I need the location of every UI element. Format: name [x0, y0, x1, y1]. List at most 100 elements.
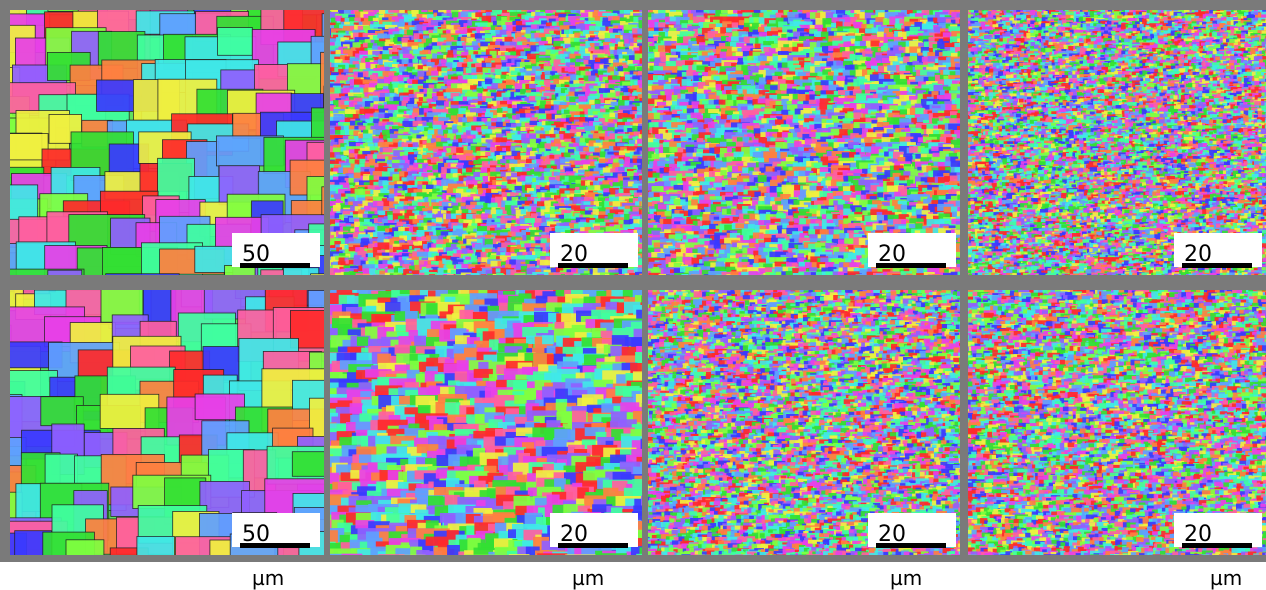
grain	[428, 274, 436, 275]
grain	[707, 31, 718, 38]
grain	[640, 53, 642, 59]
grain	[445, 62, 459, 68]
grain	[610, 33, 620, 38]
grain	[475, 244, 482, 250]
grain	[593, 201, 602, 207]
grain	[561, 196, 567, 203]
grain	[330, 62, 332, 68]
grain	[550, 213, 561, 220]
grain	[909, 41, 922, 48]
grain	[340, 239, 348, 247]
grain	[530, 91, 540, 97]
grain	[364, 39, 376, 45]
grain	[509, 96, 520, 102]
grain	[355, 110, 363, 117]
grain	[516, 49, 524, 57]
grain	[506, 237, 514, 244]
grain	[622, 81, 633, 89]
grain	[607, 213, 615, 220]
grain	[484, 33, 496, 40]
grain	[505, 200, 513, 209]
grain	[641, 209, 642, 218]
grain	[865, 28, 877, 34]
grain	[436, 186, 446, 193]
grain	[637, 28, 642, 37]
grain	[372, 274, 387, 275]
grain	[475, 252, 483, 259]
grain	[636, 189, 642, 195]
grain	[426, 62, 435, 69]
grain	[487, 45, 501, 50]
grain	[592, 133, 606, 139]
grain	[484, 112, 494, 119]
grain	[622, 117, 632, 126]
grain	[465, 204, 476, 212]
grain	[507, 179, 517, 184]
grain	[554, 154, 562, 161]
grain	[427, 129, 435, 135]
grain	[482, 91, 489, 99]
grain	[460, 272, 472, 275]
grain	[381, 171, 391, 180]
grain	[471, 41, 483, 46]
grain	[359, 247, 368, 252]
grain	[593, 180, 601, 188]
grain	[619, 180, 626, 188]
grain	[335, 15, 343, 22]
grain	[409, 74, 416, 82]
grain	[615, 91, 623, 97]
grain	[558, 17, 569, 25]
grain	[506, 184, 516, 191]
grain	[495, 34, 505, 40]
grain	[416, 24, 427, 32]
grain	[411, 12, 418, 17]
grain	[406, 273, 413, 275]
grain	[374, 186, 384, 192]
grain	[528, 163, 539, 168]
grain	[515, 32, 526, 39]
grain	[402, 42, 409, 50]
grain	[493, 244, 499, 252]
grain	[602, 180, 613, 189]
grain	[515, 21, 528, 27]
grain	[622, 64, 631, 71]
grain	[332, 261, 341, 268]
grain	[559, 122, 566, 127]
grain	[330, 129, 336, 137]
grain	[416, 125, 429, 133]
grain	[564, 213, 572, 221]
grain	[402, 264, 412, 271]
grain	[510, 70, 520, 75]
grain	[412, 58, 419, 66]
grain	[602, 125, 611, 130]
grain	[540, 10, 546, 14]
grain	[477, 96, 486, 103]
grain	[730, 36, 744, 43]
grain	[632, 60, 642, 67]
grain	[560, 88, 568, 96]
grain	[489, 50, 497, 58]
grain	[909, 18, 925, 24]
grain	[546, 221, 562, 227]
grain	[349, 16, 356, 26]
grain	[540, 223, 547, 228]
grain	[627, 269, 640, 275]
grain	[603, 188, 610, 193]
grain	[564, 272, 579, 275]
grain	[369, 268, 376, 275]
grain	[598, 211, 612, 217]
grain	[555, 267, 564, 272]
grain	[370, 24, 387, 30]
grain	[814, 24, 824, 31]
grain	[450, 101, 464, 106]
grain	[769, 36, 780, 44]
grain	[612, 75, 621, 83]
grain	[460, 160, 474, 170]
grain	[422, 202, 429, 208]
grain	[862, 35, 873, 44]
grain	[470, 108, 483, 114]
grain	[359, 47, 368, 54]
grain	[389, 201, 398, 206]
grain	[853, 21, 863, 31]
grain	[401, 138, 409, 146]
